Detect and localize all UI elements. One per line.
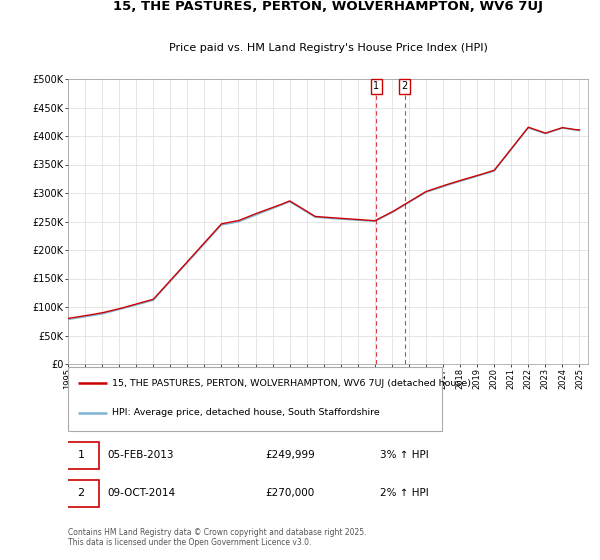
Text: 3% ↑ HPI: 3% ↑ HPI [380,450,429,460]
Text: 15, THE PASTURES, PERTON, WOLVERHAMPTON, WV6 7UJ (detached house): 15, THE PASTURES, PERTON, WOLVERHAMPTON,… [112,379,471,388]
Text: 2% ↑ HPI: 2% ↑ HPI [380,488,429,498]
Text: 15, THE PASTURES, PERTON, WOLVERHAMPTON, WV6 7UJ: 15, THE PASTURES, PERTON, WOLVERHAMPTON,… [113,0,543,13]
Text: Contains HM Land Registry data © Crown copyright and database right 2025.
This d: Contains HM Land Registry data © Crown c… [68,528,367,547]
Text: 2: 2 [401,81,408,91]
FancyBboxPatch shape [63,442,99,469]
Text: £249,999: £249,999 [266,450,316,460]
Text: £270,000: £270,000 [266,488,315,498]
Text: Price paid vs. HM Land Registry's House Price Index (HPI): Price paid vs. HM Land Registry's House … [169,44,487,53]
FancyBboxPatch shape [68,367,442,431]
Text: 1: 1 [77,450,85,460]
FancyBboxPatch shape [63,480,99,507]
Text: 2: 2 [77,488,85,498]
Text: HPI: Average price, detached house, South Staffordshire: HPI: Average price, detached house, Sout… [112,408,380,417]
Text: 1: 1 [373,81,379,91]
Text: 05-FEB-2013: 05-FEB-2013 [107,450,173,460]
Text: 09-OCT-2014: 09-OCT-2014 [107,488,175,498]
